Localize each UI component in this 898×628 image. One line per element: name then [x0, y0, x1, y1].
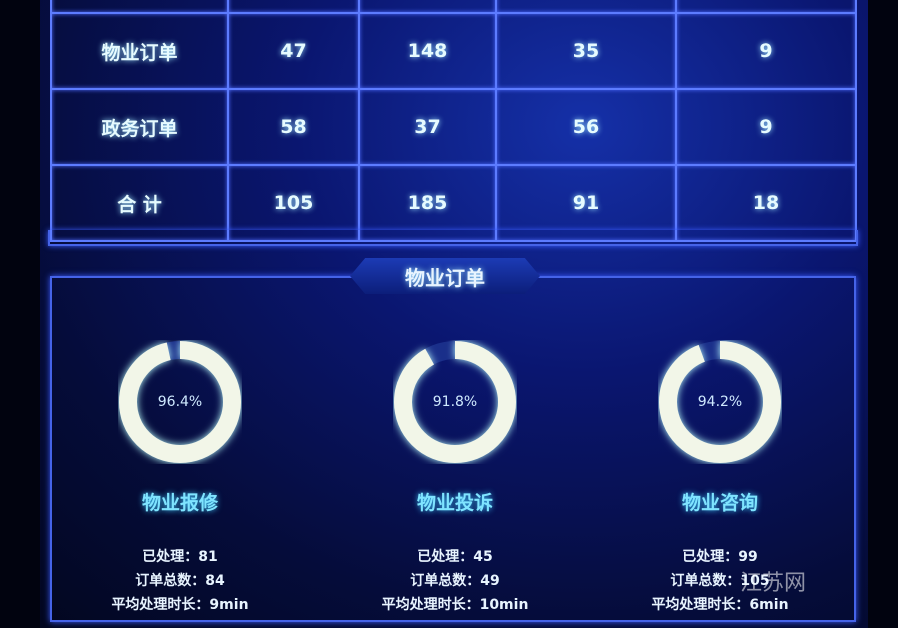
cell: 47 — [227, 12, 360, 90]
category-label: 物业报修 — [141, 492, 218, 514]
watermark-logo: 江苏网 — [740, 571, 807, 596]
table-row: 物业订单 47 148 35 9 — [50, 12, 857, 90]
donut-chart: 94.2% — [658, 340, 782, 464]
percent-label: 91.8% — [432, 394, 478, 410]
donut-chart: 91.8% — [393, 340, 517, 464]
cell: 35 — [495, 12, 677, 90]
left-bezel — [0, 0, 40, 628]
cell: 56 — [495, 88, 677, 166]
cell: 105 — [227, 164, 360, 242]
total-orders: 订单总数：105 — [670, 573, 770, 589]
cell: 18 — [675, 164, 857, 242]
total-orders: 订单总数：84 — [135, 573, 225, 589]
row-label: 合 计 — [50, 164, 229, 242]
category-label: 物业咨询 — [681, 492, 758, 514]
percent-label: 96.4% — [157, 394, 203, 410]
cell: 91 — [495, 164, 677, 242]
donut-progress — [394, 341, 516, 463]
stat-card: 91.8% 物业投诉 已处理：45 订单总数：49 平均处理时长：10min — [335, 340, 575, 617]
table-frame-bottom — [48, 230, 858, 246]
table-row: 政务订单 58 37 56 9 — [50, 88, 857, 166]
panel-title: 物业订单 — [350, 258, 540, 294]
processed-count: 已处理：45 — [417, 549, 493, 565]
cell: 9 — [675, 12, 857, 90]
processed-count: 已处理：99 — [682, 549, 758, 565]
cell: 148 — [358, 12, 497, 90]
donut-progress — [659, 341, 781, 463]
donut-chart: 96.4% — [118, 340, 242, 464]
table-row-header-partial — [50, 0, 857, 14]
percent-label: 94.2% — [697, 394, 743, 410]
orders-table: 物业订单 47 148 35 9 政务订单 58 37 56 9 合 计 105 185 91 18 — [50, 0, 857, 242]
row-label: 政务订单 — [50, 88, 229, 166]
avg-handling-time: 平均处理时长：6min — [651, 597, 789, 613]
total-orders: 订单总数：49 — [410, 573, 500, 589]
table-row-total: 合 计 105 185 91 18 — [50, 164, 857, 242]
stat-card: 96.4% 物业报修 已处理：81 订单总数：84 平均处理时长：9min — [60, 340, 300, 617]
category-label: 物业投诉 — [416, 492, 493, 514]
cell: 58 — [227, 88, 360, 166]
avg-handling-time: 平均处理时长：10min — [381, 597, 529, 613]
stat-card: 94.2% 物业咨询 已处理：99 订单总数：105 平均处理时长：6min — [600, 340, 840, 617]
right-bezel — [868, 0, 898, 628]
donut-progress — [119, 341, 241, 463]
cell: 37 — [358, 88, 497, 166]
row-label: 物业订单 — [50, 12, 229, 90]
cell: 9 — [675, 88, 857, 166]
cell: 185 — [358, 164, 497, 242]
processed-count: 已处理：81 — [142, 549, 218, 565]
avg-handling-time: 平均处理时长：9min — [111, 597, 249, 613]
